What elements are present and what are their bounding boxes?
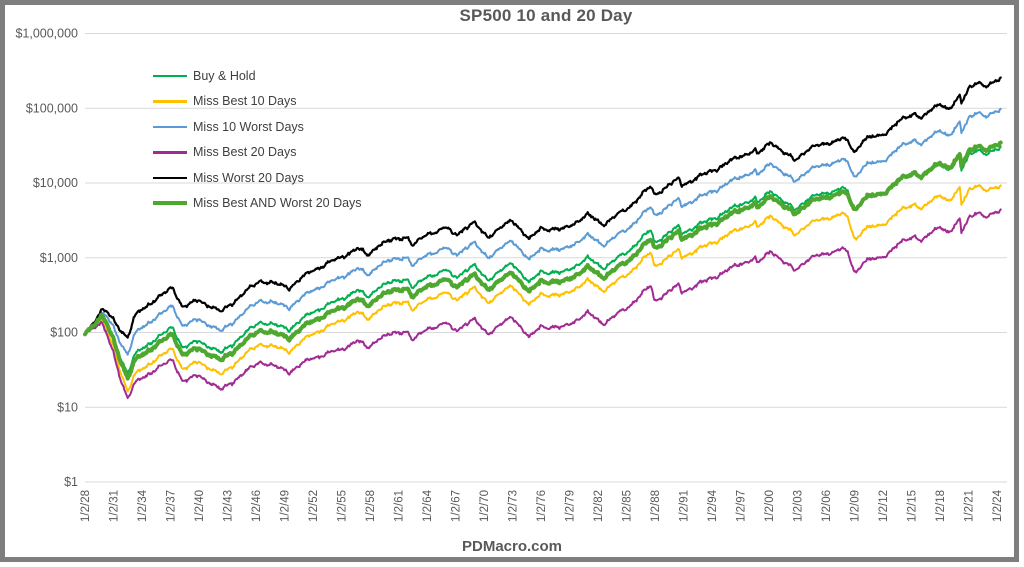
legend-item-miss-worst-20-days: Miss Worst 20 Days xyxy=(153,165,362,191)
footer-watermark: PDMacro.com xyxy=(461,538,563,555)
x-axis-tick-label: 1/2/82 xyxy=(593,490,605,522)
y-axis-tick-label: $100 xyxy=(50,326,78,340)
x-axis-tick-label: 1/2/43 xyxy=(223,490,235,522)
x-axis-tick-label: 1/2/09 xyxy=(850,490,862,522)
legend-label: Buy & Hold xyxy=(193,68,256,83)
x-axis-tick-label: 1/2/73 xyxy=(508,490,520,522)
x-axis-tick-label: 1/2/64 xyxy=(422,489,434,522)
x-axis-tick-label: 1/2/94 xyxy=(707,489,719,522)
legend-item-miss-10-worst-days: Miss 10 Worst Days xyxy=(153,114,362,140)
x-axis-tick-label: 1/2/85 xyxy=(622,490,634,522)
legend-item-miss-best-and-worst-20-days: Miss Best AND Worst 20 Days xyxy=(153,191,362,217)
series-line-miss-best-20-days xyxy=(84,208,1002,400)
legend-item-miss-best-20-days: Miss Best 20 Days xyxy=(153,140,362,166)
legend-swatch-line xyxy=(153,125,187,128)
series-line-miss-worst-20-days xyxy=(83,76,1002,339)
legend-item-miss-best-10-days: Miss Best 10 Days xyxy=(153,89,362,115)
x-axis-tick-label: 1/2/76 xyxy=(536,490,548,522)
x-axis-tick-label: 1/2/40 xyxy=(194,490,206,522)
series-line-miss-best-and-worst-20-days xyxy=(83,140,1003,381)
y-axis-tick-label: $10 xyxy=(57,400,78,414)
x-axis-tick-label: 1/2/67 xyxy=(451,490,463,522)
x-axis-tick-label: 1/2/15 xyxy=(907,490,919,522)
legend-swatch-line xyxy=(153,100,187,103)
y-axis-tick-label: $1,000 xyxy=(40,251,78,265)
x-axis-tick-label: 1/2/24 xyxy=(992,489,1004,522)
x-axis-tick-label: 1/2/70 xyxy=(479,490,491,522)
legend-swatch-line xyxy=(153,74,187,77)
legend-swatch-line xyxy=(153,151,187,154)
x-axis-tick-label: 1/2/46 xyxy=(251,490,263,522)
x-axis-tick-label: 1/2/18 xyxy=(935,490,947,522)
y-axis-tick-label: $1 xyxy=(64,475,78,489)
x-axis-tick-label: 1/2/28 xyxy=(80,490,92,522)
legend-label: Miss Worst 20 Days xyxy=(193,170,304,185)
x-axis-tick-label: 1/2/61 xyxy=(394,490,406,522)
y-axis-tick-label: $10,000 xyxy=(33,176,78,190)
x-axis-tick-label: 1/2/91 xyxy=(679,490,691,522)
x-axis-tick-label: 1/2/31 xyxy=(109,490,121,522)
series-line-miss-best-10-days xyxy=(84,184,1002,393)
x-axis-tick-label: 1/2/21 xyxy=(964,490,976,522)
legend-label: Miss 10 Worst Days xyxy=(193,119,304,134)
x-axis-tick-label: 1/2/79 xyxy=(565,490,577,522)
legend-item-buy-hold: Buy & Hold xyxy=(153,63,362,89)
legend-label: Miss Best 10 Days xyxy=(193,94,297,109)
x-axis-tick-label: 1/2/49 xyxy=(280,490,292,522)
legend-swatch-line xyxy=(153,201,187,206)
y-axis-tick-label: $100,000 xyxy=(26,101,78,115)
x-axis-tick-label: 1/2/03 xyxy=(793,490,805,522)
x-axis-tick-label: 1/2/06 xyxy=(821,490,833,522)
x-axis-tick-label: 1/2/58 xyxy=(365,490,377,522)
chart-title: SP500 10 and 20 Day xyxy=(459,6,633,25)
legend-label: Miss Best AND Worst 20 Days xyxy=(193,196,362,211)
series-line-miss-10-worst-days xyxy=(84,107,1002,356)
legend-label: Miss Best 20 Days xyxy=(193,145,297,160)
legend-swatch-line xyxy=(153,176,187,179)
x-axis-tick-label: 1/2/00 xyxy=(764,490,776,522)
x-axis-tick-label: 1/2/37 xyxy=(166,490,178,522)
x-axis-tick-label: 1/2/88 xyxy=(650,490,662,522)
x-axis-tick-label: 1/2/55 xyxy=(337,490,349,522)
x-axis-tick-label: 1/2/97 xyxy=(736,490,748,522)
legend: Buy & Hold Miss Best 10 Days Miss 10 Worst… xyxy=(153,63,362,216)
x-axis-tick-label: 1/2/52 xyxy=(308,490,320,522)
x-axis-tick-label: 1/2/12 xyxy=(878,490,890,522)
y-axis-tick-label: $1,000,000 xyxy=(15,27,78,41)
x-axis-tick-label: 1/2/34 xyxy=(137,489,149,522)
